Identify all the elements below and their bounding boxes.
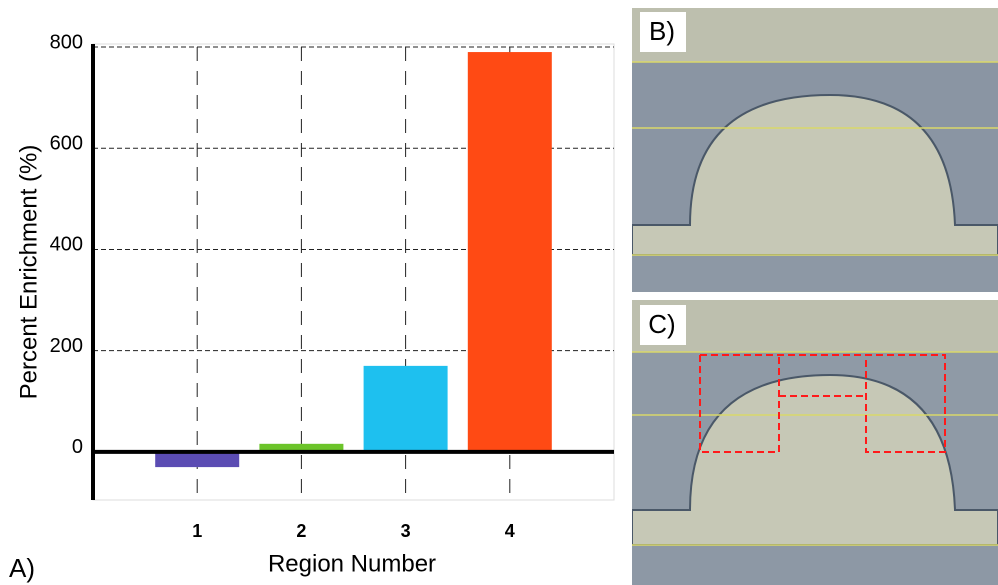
micrograph-b — [632, 8, 998, 292]
bar — [467, 52, 552, 452]
y-tick-label: 400 — [50, 234, 83, 256]
x-tick-label: 1 — [192, 521, 202, 541]
y-tick-label: 600 — [50, 133, 83, 155]
bar — [363, 365, 448, 452]
y-tick-label: 0 — [72, 436, 83, 458]
micrograph-c — [632, 300, 998, 585]
panel-label: B) — [649, 16, 675, 46]
bar — [155, 451, 240, 468]
label-box — [640, 12, 686, 52]
x-tick-label: 4 — [505, 521, 515, 541]
label-box — [640, 305, 686, 345]
y-tick-label: 800 — [50, 31, 83, 53]
bar — [259, 443, 344, 452]
panel-label: A) — [9, 553, 35, 583]
x-tick-label: 3 — [401, 521, 411, 541]
panel-label: C) — [648, 309, 675, 339]
x-tick-label: 2 — [296, 521, 306, 541]
y-tick-label: 200 — [50, 335, 83, 357]
x-axis-label: Region Number — [268, 550, 436, 577]
y-axis-label: Percent Enrichment (%) — [15, 145, 42, 400]
